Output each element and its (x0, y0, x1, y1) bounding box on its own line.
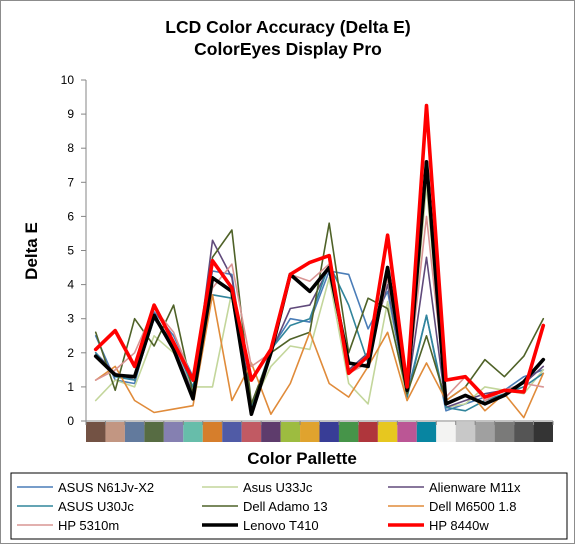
color-patch (124, 422, 145, 442)
color-patch (377, 422, 398, 442)
color-patch (338, 422, 359, 442)
legend-label-dell-m6500-1-8: Dell M6500 1.8 (429, 499, 516, 514)
series-line-hp-8440w (93, 103, 546, 399)
chart-subtitle: ColorEyes Display Pro (194, 39, 382, 59)
y-tick-label: 10 (61, 73, 75, 87)
color-patch (533, 422, 553, 442)
legend-box (10, 472, 568, 540)
color-patch (280, 422, 301, 442)
series-line-lenovo-t410 (93, 160, 546, 417)
color-patch (436, 422, 456, 442)
chart-title: LCD Color Accuracy (Delta E) (165, 17, 410, 37)
y-axis-title: Delta E (22, 222, 41, 280)
color-patch (319, 422, 339, 442)
legend: ASUS N61Jv-X2 Asus U33Jc Alienware M11x ASU… (10, 472, 568, 540)
color-patch (300, 422, 320, 442)
y-tick-label: 9 (67, 107, 74, 121)
y-tick-label: 0 (67, 414, 74, 428)
series-line-asus-u33jc (94, 184, 545, 409)
color-patch (514, 422, 534, 442)
legend-label-hp-8440w: HP 8440w (429, 518, 489, 533)
plot-area: 0 1 2 3 4 5 6 7 8 9 10 (61, 73, 554, 442)
series-line-asus-n61jv-x2 (94, 270, 545, 412)
color-patch (455, 422, 476, 442)
color-patch (86, 422, 106, 442)
color-patch (241, 422, 262, 442)
legend-label-asus-n61jv-x2: ASUS N61Jv-X2 (58, 480, 154, 495)
y-tick-label: 4 (67, 278, 74, 292)
y-tick-label: 2 (67, 346, 74, 360)
legend-label-asus-u30jc: ASUS U30Jc (58, 499, 134, 514)
legend-label-alienware-m11x: Alienware M11x (429, 480, 521, 495)
color-patch (494, 422, 515, 442)
legend-label-dell-adamo-13: Dell Adamo 13 (243, 499, 328, 514)
y-tick-label: 8 (67, 141, 74, 155)
color-patch (202, 422, 223, 442)
legend-label-asus-u33jc: Asus U33Jc (243, 480, 313, 495)
color-patch (183, 422, 203, 442)
x-axis-title: Color Pallette (247, 449, 357, 468)
y-tick-label: 5 (67, 244, 74, 258)
color-patch (105, 422, 125, 442)
color-patch (416, 422, 437, 442)
y-tick-label: 7 (67, 175, 74, 189)
color-patch (475, 422, 495, 442)
y-tick-label: 6 (67, 209, 74, 223)
color-patch (163, 422, 184, 442)
color-patch (222, 422, 242, 442)
legend-label-hp-5310m: HP 5310m (58, 518, 119, 533)
y-tick-label: 3 (67, 312, 74, 326)
series-line-dell-m6500-1-8 (94, 293, 545, 419)
color-patch (397, 422, 417, 442)
color-patch (358, 422, 378, 442)
color-patch (144, 422, 164, 442)
color-patch (261, 422, 281, 442)
legend-label-lenovo-t410: Lenovo T410 (243, 518, 319, 533)
y-tick-label: 1 (67, 380, 74, 394)
